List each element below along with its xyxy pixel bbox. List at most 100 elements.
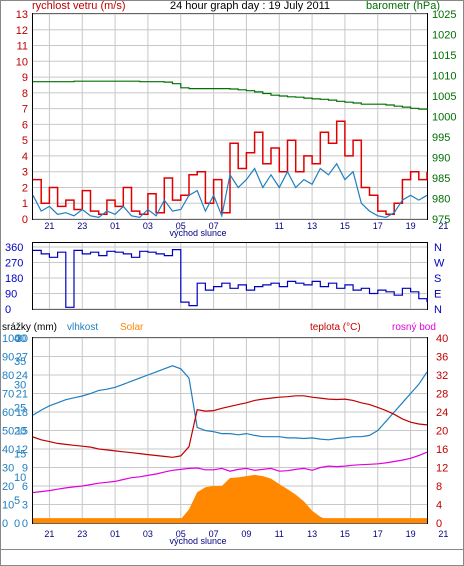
barometer-tick-4: 995 xyxy=(432,132,450,144)
temperature-left-tick-8: 40 xyxy=(14,333,26,345)
chart-title: 24 hour graph day : 19 July 2011 xyxy=(170,0,330,12)
wind-barometer-chart: 24 hour graph day : 19 July 2011 rychlos… xyxy=(16,0,457,238)
temperature-right-tick-0: 0 xyxy=(436,518,442,530)
wind-gridlines xyxy=(33,13,427,220)
lower-x-tick-9: 15 xyxy=(340,529,350,539)
direction-compass-tick-4: N xyxy=(434,242,442,254)
wind-speed-tick-8: 8 xyxy=(22,88,28,100)
humidity-tick-3: 9 xyxy=(22,463,28,475)
rain-tick-10: 100 xyxy=(2,333,20,345)
barometer-tick-5: 1000 xyxy=(432,112,456,124)
rain-tick-2: 20 xyxy=(2,481,14,493)
humidity-tick-0: 0 xyxy=(22,518,28,530)
wind-speed-axis-title: rychlost vetru (m/s) xyxy=(32,0,126,12)
lower-gridlines xyxy=(33,337,427,524)
lower-x-tick-1: 23 xyxy=(77,529,87,539)
lower-x-tick-7: 11 xyxy=(275,529,284,539)
solar-axis-title: Solar xyxy=(120,322,144,333)
wind-average-line xyxy=(32,162,428,219)
wind-x-tick-1: 23 xyxy=(77,221,87,231)
direction-compass-tick-0: N xyxy=(434,304,442,316)
wind-x-tick-12: 21 xyxy=(438,221,448,231)
temperature-right-tick-6: 24 xyxy=(436,407,448,419)
lower-x-tick-12: 21 xyxy=(438,529,448,539)
lower-x-tick-6: 09 xyxy=(241,529,251,539)
temperature-left-tick-5: 25 xyxy=(14,402,26,414)
barometer-tick-7: 1010 xyxy=(432,71,456,83)
rain-tick-9: 90 xyxy=(2,352,14,364)
rain-tick-6: 60 xyxy=(2,407,14,419)
wind-speed-tick-0: 0 xyxy=(22,214,28,226)
direction-degree-tick-3: 270 xyxy=(5,258,23,270)
temperature-left-tick-4: 20 xyxy=(14,426,26,438)
wind-speed-tick-5: 5 xyxy=(22,135,28,147)
barometer-ticks: 975 980 985 990 995 1000 1005 1010 1015 1020 1025 xyxy=(432,9,456,226)
lower-x-tick-3: 03 xyxy=(143,529,153,539)
lower-x-tick-5: 07 xyxy=(209,529,219,539)
temperature-right-tick-2: 8 xyxy=(436,481,442,493)
humidity-tick-9: 27 xyxy=(16,352,28,364)
temperature-right-tick-7: 28 xyxy=(436,389,448,401)
humidity-tick-6: 18 xyxy=(16,407,28,419)
temperature-right-tick-4: 16 xyxy=(436,444,448,456)
wind-x-tick-7: 11 xyxy=(275,221,284,231)
wind-x-tick-11: 19 xyxy=(406,221,416,231)
humidity-line xyxy=(32,365,428,441)
dewpoint-axis-title: rosný bod xyxy=(392,322,436,333)
barometer-tick-2: 985 xyxy=(432,173,450,185)
wind-x-tick-0: 21 xyxy=(44,221,54,231)
wind-speed-tick-13: 13 xyxy=(16,9,28,21)
humidity-tick-7: 21 xyxy=(16,389,28,401)
rain-bar xyxy=(33,518,427,523)
temperature-left-tick-6: 30 xyxy=(14,379,26,391)
wind-speed-tick-3: 3 xyxy=(22,167,28,179)
direction-degree-ticks: 0 90 180 270 360 xyxy=(5,242,23,316)
temperature-right-tick-9: 36 xyxy=(436,352,448,364)
barometer-tick-3: 990 xyxy=(432,153,450,165)
barometer-tick-10: 1025 xyxy=(432,9,456,21)
lower-x-ticks: 2123010305070911131517192123 xyxy=(44,529,448,539)
temperature-right-ticks: 0 4 8 12 16 20 24 28 32 36 40 xyxy=(436,333,448,530)
temperature-right-tick-5: 20 xyxy=(436,426,448,438)
barometer-tick-6: 1005 xyxy=(432,91,456,103)
temperature-right-tick-1: 4 xyxy=(436,500,442,512)
rain-tick-3: 30 xyxy=(2,463,14,475)
lower-x-tick-0: 21 xyxy=(44,529,54,539)
temperature-right-tick-10: 40 xyxy=(436,333,448,345)
wind-x-tick-5: 07 xyxy=(209,221,219,231)
temperature-left-tick-2: 10 xyxy=(14,472,26,484)
wind-x-tick-10: 17 xyxy=(373,221,383,231)
wind-speed-tick-1: 1 xyxy=(22,198,28,210)
rain-tick-7: 70 xyxy=(2,389,14,401)
lower-x-tick-4: 05 xyxy=(176,529,186,539)
temperature-right-tick-3: 12 xyxy=(436,463,448,475)
wind-gust-line xyxy=(33,120,428,216)
wind-speed-tick-10: 10 xyxy=(16,56,28,68)
wind-speed-tick-6: 6 xyxy=(22,119,28,131)
temperature-axis-title: teplota (°C) xyxy=(310,322,361,333)
barometer-tick-0: 975 xyxy=(432,214,450,226)
humidity-axis-title: vlhkost xyxy=(67,322,98,333)
wind-direction-line xyxy=(33,249,428,308)
wind-speed-tick-7: 7 xyxy=(22,104,28,116)
barometer-tick-9: 1020 xyxy=(432,30,456,42)
wind-x-tick-8: 13 xyxy=(307,221,317,231)
temperature-line xyxy=(32,395,428,458)
rain-tick-1: 10 xyxy=(2,500,14,512)
barometer-line xyxy=(33,80,428,110)
sunrise-label: východ slunce xyxy=(169,228,226,238)
direction-compass-tick-3: W xyxy=(434,258,445,270)
temperature-right-tick-8: 32 xyxy=(436,370,448,382)
wind-x-tick-2: 01 xyxy=(110,221,120,231)
rain-tick-8: 80 xyxy=(2,370,14,382)
solar-area xyxy=(33,474,427,523)
temperature-left-tick-7: 35 xyxy=(14,356,26,368)
lower-x-tick-2: 01 xyxy=(110,529,120,539)
barometer-axis-title: barometr (hPa) xyxy=(366,0,440,12)
rain-tick-4: 40 xyxy=(2,444,14,456)
